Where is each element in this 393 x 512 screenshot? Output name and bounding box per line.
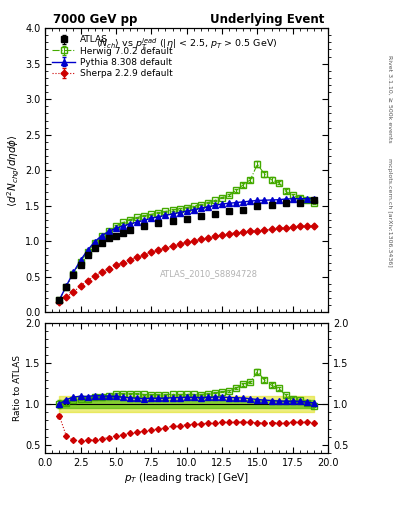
Text: Underlying Event: Underlying Event bbox=[210, 13, 324, 26]
Text: $\langle N_{ch}\rangle$ vs $p_T^{lead}$ ($|\eta|$ < 2.5, $p_T$ > 0.5 GeV): $\langle N_{ch}\rangle$ vs $p_T^{lead}$ … bbox=[96, 37, 277, 52]
Text: 7000 GeV pp: 7000 GeV pp bbox=[53, 13, 138, 26]
Text: Rivet 3.1.10, ≥ 500k events: Rivet 3.1.10, ≥ 500k events bbox=[387, 55, 392, 143]
Text: ATLAS_2010_S8894728: ATLAS_2010_S8894728 bbox=[160, 269, 258, 278]
Y-axis label: Ratio to ATLAS: Ratio to ATLAS bbox=[13, 355, 22, 421]
Legend: ATLAS, Herwig 7.0.2 default, Pythia 8.308 default, Sherpa 2.2.9 default: ATLAS, Herwig 7.0.2 default, Pythia 8.30… bbox=[50, 33, 175, 81]
X-axis label: $p_T$ (leading track) [GeV]: $p_T$ (leading track) [GeV] bbox=[124, 471, 249, 485]
Y-axis label: $\langle d^{2} N_{chg}/d\eta d\phi \rangle$: $\langle d^{2} N_{chg}/d\eta d\phi \rang… bbox=[6, 134, 22, 207]
Text: mcplots.cern.ch [arXiv:1306.3436]: mcplots.cern.ch [arXiv:1306.3436] bbox=[387, 159, 392, 267]
